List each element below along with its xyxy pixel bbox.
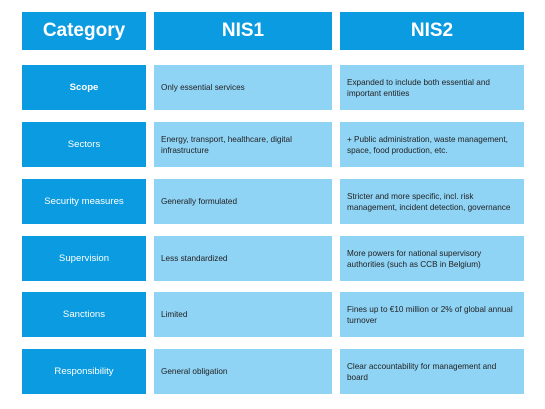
nis1-value: Energy, transport, healthcare, digital i… xyxy=(161,134,292,155)
nis1-value: Only essential services xyxy=(161,83,245,92)
nis2-value: Stricter and more specific, incl. risk m… xyxy=(347,191,511,212)
category-cell-security-measures: Security measures xyxy=(22,179,146,224)
nis2-cell-sanctions: Fines up to €10 million or 2% of global … xyxy=(340,292,524,337)
header-category: Category xyxy=(22,12,146,50)
header-nis2-label: NIS2 xyxy=(410,20,454,41)
category-label: Sanctions xyxy=(62,309,106,320)
nis1-cell-security-measures: Generally formulated xyxy=(154,179,332,224)
category-cell-supervision: Supervision xyxy=(22,236,146,281)
nis2-cell-sectors: + Public administration, waste managemen… xyxy=(340,122,524,167)
category-label: Security measures xyxy=(44,196,124,207)
nis2-value: Fines up to €10 million or 2% of global … xyxy=(347,304,513,325)
nis2-cell-security-measures: Stricter and more specific, incl. risk m… xyxy=(340,179,524,224)
header-category-label: Category xyxy=(42,20,126,41)
category-label: Scope xyxy=(69,82,99,93)
category-label: Responsibility xyxy=(54,366,114,377)
nis1-cell-responsibility: General obligation xyxy=(154,349,332,394)
nis1-value: Limited xyxy=(161,310,188,319)
nis2-value: More powers for national supervisory aut… xyxy=(347,248,482,269)
category-cell-sanctions: Sanctions xyxy=(22,292,146,337)
category-cell-scope: Scope xyxy=(22,65,146,110)
category-cell-responsibility: Responsibility xyxy=(22,349,146,394)
nis1-cell-supervision: Less standardized xyxy=(154,236,332,281)
nis2-value: + Public administration, waste managemen… xyxy=(347,134,508,155)
header-nis1: NIS1 xyxy=(154,12,332,50)
nis1-value: General obligation xyxy=(161,367,228,376)
category-label: Sectors xyxy=(67,139,101,150)
nis2-value: Clear accountability for management and … xyxy=(347,361,497,382)
nis1-value: Generally formulated xyxy=(161,197,237,206)
nis2-cell-supervision: More powers for national supervisory aut… xyxy=(340,236,524,281)
header-nis2: NIS2 xyxy=(340,12,524,50)
nis1-cell-sanctions: Limited xyxy=(154,292,332,337)
category-label: Supervision xyxy=(58,253,110,264)
header-nis1-label: NIS1 xyxy=(221,20,265,41)
nis2-value: Expanded to include both essential and i… xyxy=(347,77,490,98)
nis2-cell-responsibility: Clear accountability for management and … xyxy=(340,349,524,394)
nis1-value: Less standardized xyxy=(161,254,228,263)
nis2-cell-scope: Expanded to include both essential and i… xyxy=(340,65,524,110)
nis1-cell-scope: Only essential services xyxy=(154,65,332,110)
nis1-cell-sectors: Energy, transport, healthcare, digital i… xyxy=(154,122,332,167)
category-cell-sectors: Sectors xyxy=(22,122,146,167)
